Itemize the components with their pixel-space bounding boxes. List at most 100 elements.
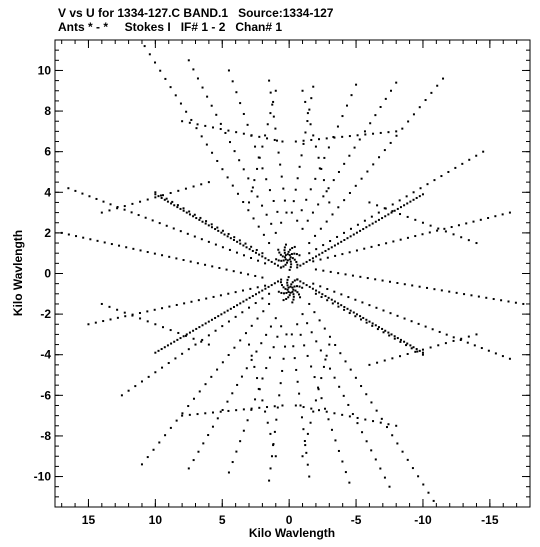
uv-point [298, 165, 301, 168]
uv-point [364, 133, 367, 136]
uv-point [204, 412, 207, 415]
uv-point [148, 53, 151, 56]
uv-point [146, 198, 149, 201]
uv-point [365, 393, 368, 396]
uv-point [193, 213, 196, 216]
uv-point-cluster [292, 293, 295, 296]
uv-point [182, 259, 185, 262]
uv-point-cluster [286, 288, 289, 291]
uv-point [414, 218, 417, 221]
uv-point [305, 284, 308, 287]
uv-point [125, 246, 128, 249]
uv-point [438, 330, 441, 333]
uv-point [146, 310, 149, 313]
uv-point [182, 335, 185, 338]
uv-point [485, 296, 488, 299]
uv-point [197, 299, 200, 302]
uv-point [309, 188, 312, 191]
uv-point [412, 113, 415, 116]
uv-point [239, 271, 242, 274]
uv-point [378, 156, 381, 159]
uv-point [399, 213, 402, 216]
uv-point [175, 257, 178, 260]
uv-point [88, 195, 91, 198]
uv-point [100, 302, 103, 305]
uv-point [418, 195, 421, 198]
uv-point [234, 315, 237, 318]
uv-point-cluster [280, 291, 283, 294]
uv-point [432, 499, 435, 502]
uv-point [274, 231, 277, 234]
uv-point [302, 139, 305, 142]
uv-point [210, 104, 213, 107]
uv-point [184, 334, 187, 337]
uv-point [349, 227, 352, 230]
uv-point [306, 354, 309, 357]
uv-point [108, 209, 111, 212]
uv-point-cluster [284, 254, 287, 257]
uv-point [319, 285, 322, 288]
uv-point-cluster [291, 281, 294, 284]
uv-point [241, 311, 244, 314]
uv-point [329, 240, 332, 243]
uv-point-cluster [280, 259, 283, 262]
uv-point [188, 413, 191, 416]
uv-point [192, 397, 195, 400]
uv-point [264, 410, 267, 413]
uv-point [273, 405, 276, 408]
uv-point [347, 296, 350, 299]
uv-point [383, 359, 386, 362]
uv-point [389, 141, 392, 144]
uv-point [189, 260, 192, 263]
uv-point [317, 386, 320, 389]
uv-point [308, 252, 311, 255]
uv-point [306, 432, 309, 435]
uv-point [343, 162, 346, 165]
uv-point [163, 346, 166, 349]
uv-point [109, 203, 112, 206]
uv-point [123, 311, 126, 314]
uv-point [412, 346, 415, 349]
uv-point [146, 251, 149, 254]
uv-point-cluster [291, 247, 294, 250]
uv-point [169, 192, 172, 195]
uv-point [227, 69, 230, 72]
uv-point [377, 218, 380, 221]
uv-point [239, 242, 242, 245]
uv-point-cluster [282, 292, 285, 295]
uv-point [322, 244, 325, 247]
uv-point [355, 249, 358, 252]
uv-point [214, 316, 217, 319]
uv-point [381, 279, 384, 282]
uv-point [365, 318, 368, 321]
uv-point [251, 295, 254, 298]
uv-point [424, 325, 427, 328]
uv-point [325, 220, 328, 223]
uv-point [406, 202, 409, 205]
uv-point [324, 407, 327, 410]
uv-point [273, 430, 276, 433]
uv-point [333, 290, 336, 293]
uv-point [270, 260, 273, 263]
uv-point [375, 306, 378, 309]
uv-point [300, 209, 303, 212]
uv-point [219, 294, 222, 297]
uv-point [161, 254, 164, 257]
uv-point [131, 314, 134, 317]
uv-point [311, 287, 314, 290]
uv-point-cluster [289, 291, 292, 294]
uv-point [172, 227, 175, 230]
uv-point [74, 189, 77, 192]
uv-point [239, 339, 242, 342]
uv-point [299, 404, 302, 407]
uv-point [418, 106, 421, 109]
uv-point [146, 456, 149, 459]
uv-point [284, 345, 287, 348]
uv-point [183, 302, 186, 305]
uv-point [207, 224, 210, 227]
uv-point [320, 167, 323, 170]
uv-point [262, 233, 265, 236]
uv-point-cluster [299, 296, 302, 299]
uv-point [414, 235, 417, 238]
uv-point [339, 352, 342, 355]
